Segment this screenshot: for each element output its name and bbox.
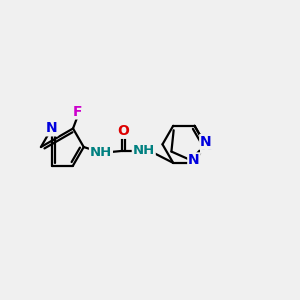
Text: N: N bbox=[200, 135, 212, 149]
Text: NH: NH bbox=[90, 146, 112, 159]
Text: N: N bbox=[46, 122, 57, 136]
Text: N: N bbox=[188, 153, 200, 167]
Text: N: N bbox=[201, 139, 213, 153]
Text: O: O bbox=[118, 124, 130, 138]
Text: F: F bbox=[73, 105, 82, 118]
Text: NH: NH bbox=[133, 144, 155, 158]
